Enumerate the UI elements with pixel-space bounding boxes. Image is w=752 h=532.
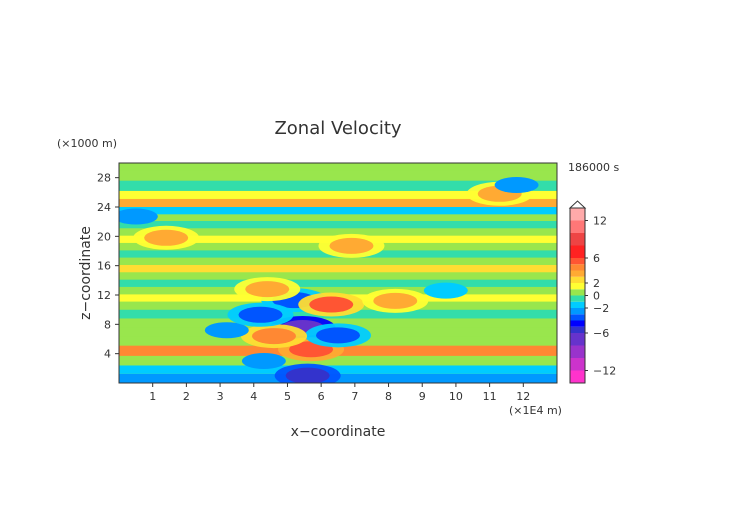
colorbar-segment bbox=[570, 289, 585, 296]
x-axis: 1 2 3 4 5 6 7 8 9 10 11 12 bbox=[149, 383, 530, 403]
colorbar-tick-label: 0 bbox=[593, 290, 600, 303]
contour-band bbox=[119, 318, 557, 328]
contour-band bbox=[119, 355, 557, 366]
contour-band bbox=[119, 207, 557, 215]
x-tick-label: 6 bbox=[318, 390, 325, 403]
colorbar-extend-arrow bbox=[568, 200, 587, 209]
contour-feature bbox=[204, 322, 249, 339]
colorbar-segment bbox=[570, 333, 585, 346]
contour-feature bbox=[423, 282, 468, 299]
colorbar-segment bbox=[570, 326, 585, 333]
colorbar-segment bbox=[570, 308, 585, 315]
colorbar-segment bbox=[570, 314, 585, 321]
contour-band bbox=[119, 279, 557, 287]
contour-band bbox=[119, 257, 557, 265]
y-tick-label: 4 bbox=[104, 348, 111, 361]
x-axis-label: x−coordinate bbox=[291, 424, 386, 440]
chart-title: Zonal Velocity bbox=[274, 118, 401, 139]
contour-band bbox=[119, 264, 557, 273]
contour-band bbox=[119, 286, 557, 295]
contour-feature bbox=[119, 208, 158, 225]
time-label: 186000 s bbox=[568, 161, 619, 174]
contour-feature bbox=[241, 353, 286, 369]
colorbar-segment bbox=[570, 320, 585, 327]
colorbar-segment bbox=[570, 245, 585, 258]
contour-band bbox=[119, 214, 557, 221]
y-axis: 4 8 12 16 20 24 28 bbox=[97, 172, 119, 361]
contour-band bbox=[119, 365, 557, 374]
y-axis-label: z−coordinate bbox=[78, 226, 94, 320]
contour-band bbox=[119, 272, 557, 280]
colorbar-tick-label: −6 bbox=[593, 327, 609, 340]
contour-band bbox=[119, 220, 557, 229]
y-tick-label: 12 bbox=[97, 289, 111, 302]
colorbar-segment bbox=[570, 370, 585, 383]
x-tick-label: 2 bbox=[183, 390, 190, 403]
contour-band bbox=[119, 190, 557, 199]
colorbar-segment bbox=[570, 358, 585, 371]
contour-band bbox=[119, 170, 557, 181]
contour-feature bbox=[245, 281, 290, 298]
colorbar-segment bbox=[570, 264, 585, 271]
colorbar-segment bbox=[570, 276, 585, 283]
x-tick-label: 5 bbox=[284, 390, 291, 403]
contour-feature bbox=[238, 306, 283, 323]
contour-feature bbox=[316, 327, 360, 344]
colorbar-tick-label: 12 bbox=[593, 215, 607, 228]
y-unit-label: (×1000 m) bbox=[57, 137, 117, 150]
x-tick-label: 12 bbox=[516, 390, 530, 403]
contour-feature bbox=[329, 237, 374, 254]
contour-feature bbox=[373, 292, 418, 309]
plot-area bbox=[119, 163, 557, 383]
x-tick-label: 4 bbox=[250, 390, 257, 403]
x-tick-label: 3 bbox=[217, 390, 224, 403]
contour-band bbox=[119, 163, 557, 171]
colorbar: 12 6 20−2 −6 −12 bbox=[568, 200, 616, 384]
colorbar-segment bbox=[570, 233, 585, 246]
y-tick-label: 20 bbox=[97, 230, 111, 243]
x-tick-label: 9 bbox=[419, 390, 426, 403]
colorbar-segment bbox=[570, 345, 585, 358]
contour-feature bbox=[494, 177, 539, 193]
colorbar-tick-label: 2 bbox=[593, 277, 600, 290]
y-tick-label: 28 bbox=[97, 172, 111, 185]
colorbar-tick-label: −12 bbox=[593, 365, 616, 378]
plot-frame bbox=[118, 162, 558, 384]
x-tick-label: 1 bbox=[149, 390, 156, 403]
colorbar-segment bbox=[570, 220, 585, 233]
colorbar-segment bbox=[570, 301, 585, 308]
x-unit-label: (×1E4 m) bbox=[509, 404, 562, 417]
contour-feature bbox=[285, 367, 330, 383]
y-tick-label: 24 bbox=[97, 201, 111, 214]
x-tick-label: 10 bbox=[449, 390, 463, 403]
colorbar-segment bbox=[570, 283, 585, 290]
colorbar-tick-label: 6 bbox=[593, 252, 600, 265]
contour-band bbox=[119, 180, 557, 191]
contour-feature bbox=[144, 229, 189, 246]
x-tick-label: 11 bbox=[483, 390, 497, 403]
y-tick-label: 8 bbox=[104, 318, 111, 331]
colorbar-tick-label: −2 bbox=[593, 302, 609, 315]
contour-band bbox=[119, 228, 557, 236]
colorbar-segment bbox=[570, 270, 585, 277]
x-tick-label: 8 bbox=[385, 390, 392, 403]
colorbar-segment bbox=[570, 208, 585, 221]
contour-feature bbox=[309, 296, 354, 313]
colorbar-segment bbox=[570, 258, 585, 265]
contour-band bbox=[119, 198, 557, 207]
contour-features bbox=[119, 177, 539, 383]
contour-feature bbox=[251, 328, 296, 345]
y-tick-label: 16 bbox=[97, 260, 111, 273]
colorbar-segment bbox=[570, 295, 585, 302]
x-tick-label: 7 bbox=[351, 390, 358, 403]
